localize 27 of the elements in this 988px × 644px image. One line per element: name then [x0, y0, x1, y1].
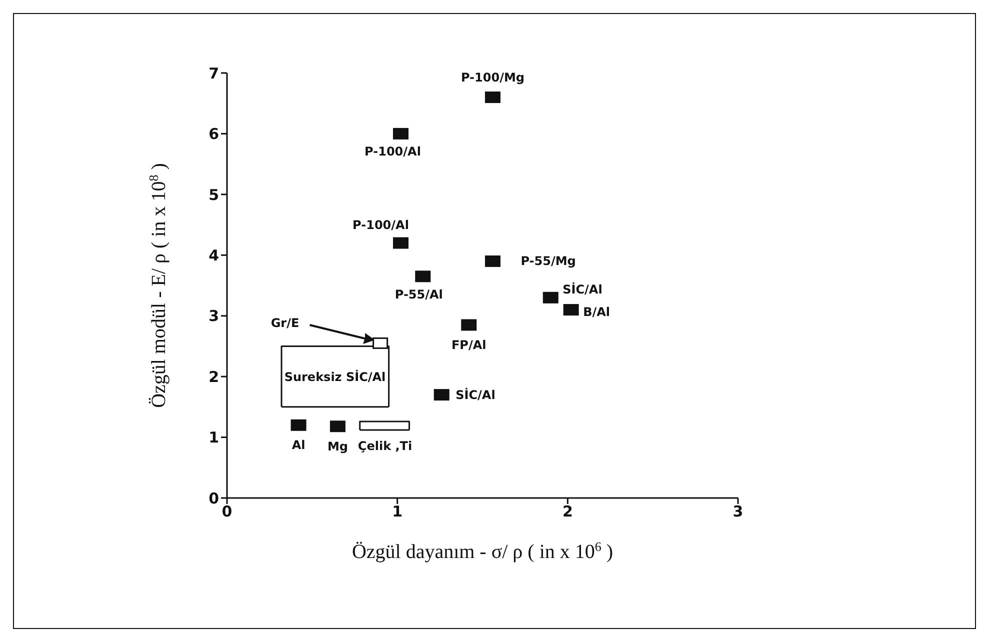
annotation: P-100/Mg [460, 70, 524, 84]
x-tick-label: 3 [732, 502, 744, 521]
y-tick-label: 0 [208, 489, 219, 508]
y-tick-label: 2 [208, 368, 219, 386]
annotation: SİC/Al [562, 282, 602, 297]
annotation: P-55/Mg [520, 254, 576, 268]
y-tick-label: 4 [208, 246, 219, 264]
y-tick-label: 3 [208, 307, 219, 326]
x-axis-title: Özgül dayanım - σ/ ρ ( in x 10$^{6}$ ) [352, 538, 614, 563]
y-tick-label: 1 [208, 428, 219, 447]
annotation: B/Al [583, 304, 610, 319]
annotation: Çelik ,Ti [358, 439, 412, 453]
annotation: P-55/Al [394, 287, 443, 302]
x-tick-label: 1 [392, 502, 403, 521]
annotation: P-100/Al [364, 144, 421, 159]
annotation: P-100/Al [352, 218, 409, 232]
y-tick-label: 7 [208, 64, 219, 82]
annotation: FP/Al [451, 338, 486, 352]
y-tick-label: 5 [208, 186, 219, 204]
annotation: Sureksiz SİC/Al [284, 369, 386, 384]
y-tick-label: 6 [208, 125, 219, 144]
annotation: Al [292, 438, 306, 452]
annotation: Gr/E [270, 316, 300, 330]
x-tick-label: 0 [222, 502, 232, 521]
x-tick-label: 2 [562, 502, 573, 521]
annotation: SİC/Al [456, 386, 496, 402]
annotation: Mg [327, 439, 348, 454]
